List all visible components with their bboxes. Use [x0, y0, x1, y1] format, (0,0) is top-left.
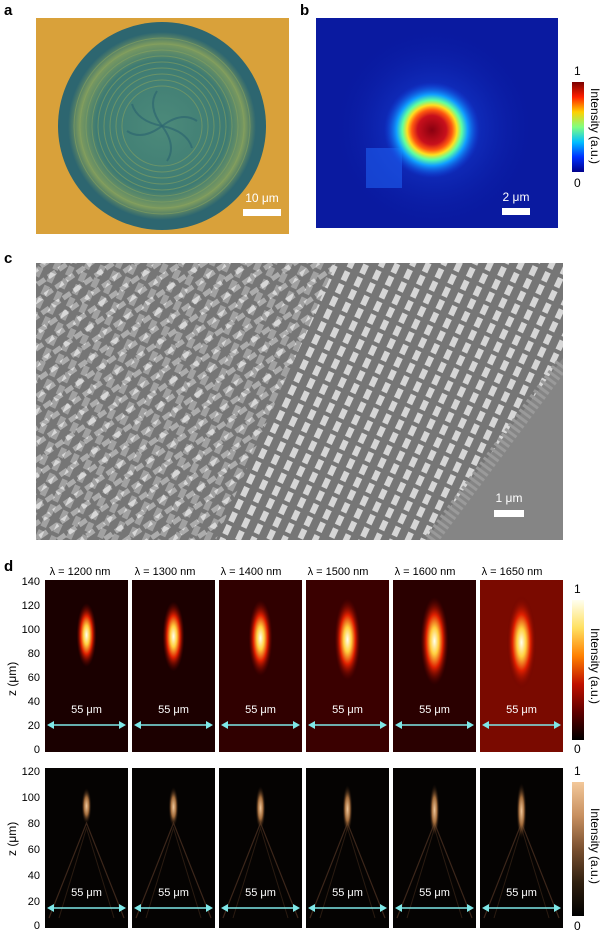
simulated-panel-6: 55 μm	[480, 768, 563, 928]
top-ytick-100: 100	[21, 624, 40, 636]
top-colorbar-title: Intensity (a.u.)	[588, 628, 600, 705]
simulated-focus-4	[308, 785, 387, 919]
measured-panel-6: 55 μm	[480, 580, 563, 752]
panel-b-colorbar-max: 1	[574, 64, 581, 78]
simulated-focus-6	[482, 783, 561, 919]
panel-c-label: c	[4, 250, 13, 267]
bottom-colorbar-max: 1	[574, 764, 581, 778]
measured-width-label-6: 55 μm	[506, 704, 537, 716]
panel-b-colorbar	[572, 82, 584, 172]
simulated-width-label-2: 55 μm	[158, 887, 189, 899]
bottom-colorbar-title: Intensity (a.u.)	[588, 808, 600, 885]
wavelength-label-2: λ = 1300 nm	[134, 566, 196, 578]
panel-b-scalebar	[502, 208, 530, 215]
simulated-panel-1: 55 μm	[45, 768, 128, 928]
bottom-ytick-100: 100	[21, 792, 40, 804]
panel-b-colorbar-title: Intensity (a.u.)	[588, 88, 600, 165]
measured-panel-2: 55 μm	[132, 580, 215, 752]
top-colorbar-max: 1	[574, 582, 581, 596]
panel-b-colorbar-min: 0	[574, 176, 581, 190]
simulated-panel-5: 55 μm	[393, 768, 476, 928]
panel-b-label: b	[300, 2, 310, 19]
panel-b-intensity-map: 2 μm	[316, 18, 558, 228]
panel-c-scalebar	[494, 510, 524, 517]
bottom-ytick-40: 40	[27, 870, 40, 882]
panel-d-label: d	[4, 558, 14, 575]
focus-streak-5	[395, 597, 474, 729]
wavelength-label-5: λ = 1600 nm	[394, 566, 456, 578]
simulated-panel-3: 55 μm	[219, 768, 302, 928]
top-colorbar-min: 0	[574, 742, 581, 756]
panel-a-scalebar-label: 10 μm	[245, 191, 279, 205]
simulated-focus-1	[47, 788, 126, 919]
bottom-ytick-0: 0	[33, 920, 40, 932]
top-colorbar	[572, 600, 584, 740]
panel-b-scalebar-label: 2 μm	[502, 190, 530, 204]
measured-width-label-5: 55 μm	[419, 704, 450, 716]
measured-width-label-1: 55 μm	[71, 704, 102, 716]
focus-streak-4	[308, 598, 387, 729]
panel-c-sem-image: 1 μm	[36, 263, 563, 540]
nanopillar-array	[36, 263, 563, 540]
panel-a-scalebar	[243, 209, 281, 216]
metasurface-disk-image	[58, 22, 266, 230]
focal-spot-heatmap	[316, 18, 558, 228]
bottom-ytick-120: 120	[21, 766, 40, 778]
simulated-intensity-row: 55 μm 55 μm 55 μm 55 μm 55 μm 55 μm	[45, 768, 565, 928]
top-ytick-60: 60	[27, 672, 40, 684]
panel-c-scalebar-label: 1 μm	[495, 491, 523, 505]
simulated-width-label-3: 55 μm	[245, 887, 276, 899]
wavelength-label-6: λ = 1650 nm	[481, 566, 543, 578]
measured-panel-5: 55 μm	[393, 580, 476, 752]
measured-intensity-row: 55 μm 55 μm 55 μm 55 μm 55 μm 55 μm	[45, 580, 565, 752]
measured-panel-4: 55 μm	[306, 580, 389, 752]
top-ytick-120: 120	[21, 600, 40, 612]
measured-width-label-2: 55 μm	[158, 704, 189, 716]
bottom-colorbar	[572, 782, 584, 916]
wavelength-label-4: λ = 1500 nm	[307, 566, 369, 578]
simulated-focus-2	[134, 787, 213, 919]
simulated-panel-2: 55 μm	[132, 768, 215, 928]
top-ytick-80: 80	[27, 648, 40, 660]
simulated-focus-3	[221, 786, 300, 919]
top-ytick-140: 140	[21, 576, 40, 588]
wavelength-label-1: λ = 1200 nm	[49, 566, 111, 578]
measured-width-label-4: 55 μm	[332, 704, 363, 716]
measured-panel-1: 55 μm	[45, 580, 128, 752]
focus-streak-1	[47, 603, 126, 729]
focus-streak-2	[134, 601, 213, 729]
focus-streak-6	[482, 595, 561, 729]
bottom-ytick-80: 80	[27, 818, 40, 830]
panel-a-micrograph: 10 μm	[36, 18, 289, 234]
bottom-ytick-60: 60	[27, 844, 40, 856]
focus-streak-3	[221, 600, 300, 729]
panel-a-label: a	[4, 2, 13, 19]
top-ytick-40: 40	[27, 696, 40, 708]
simulated-focus-5	[395, 784, 474, 919]
bottom-ytick-20: 20	[27, 896, 40, 908]
top-ytick-0: 0	[33, 744, 40, 756]
simulated-width-label-6: 55 μm	[506, 887, 537, 899]
top-ytick-20: 20	[27, 720, 40, 732]
simulated-width-label-5: 55 μm	[419, 887, 450, 899]
simulated-width-label-4: 55 μm	[332, 887, 363, 899]
wavelength-label-3: λ = 1400 nm	[220, 566, 282, 578]
measured-panel-3: 55 μm	[219, 580, 302, 752]
measured-width-label-3: 55 μm	[245, 704, 276, 716]
simulated-width-label-1: 55 μm	[71, 887, 102, 899]
simulated-panel-4: 55 μm	[306, 768, 389, 928]
bottom-colorbar-min: 0	[574, 919, 581, 933]
